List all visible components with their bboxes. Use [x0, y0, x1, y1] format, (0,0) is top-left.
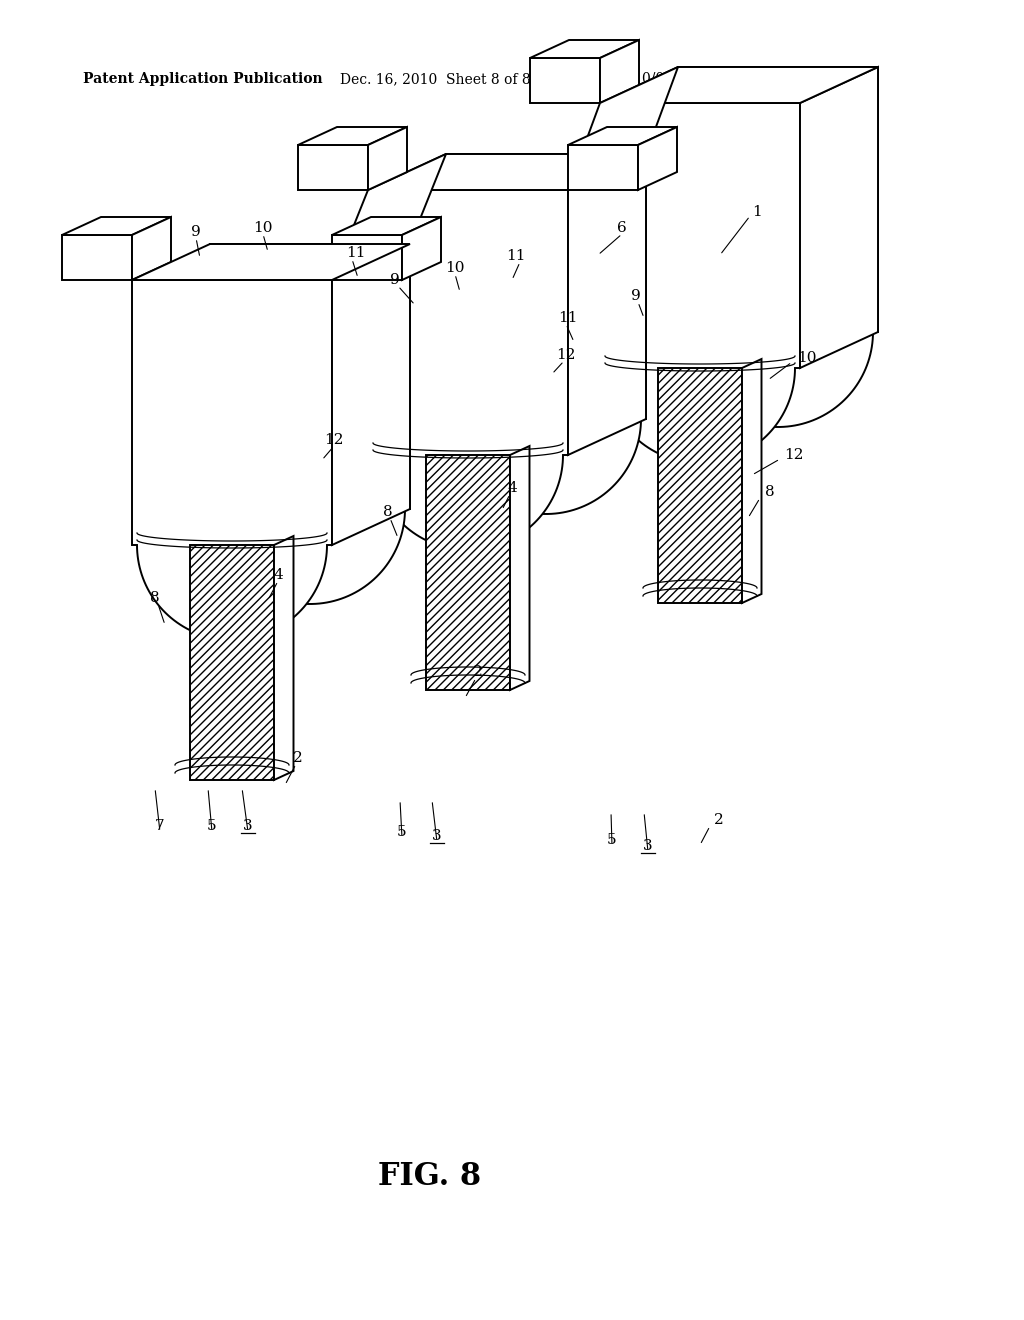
Text: 9: 9 [390, 273, 400, 286]
Polygon shape [530, 40, 639, 58]
Text: 2: 2 [293, 751, 303, 766]
Polygon shape [568, 127, 677, 145]
Polygon shape [298, 127, 407, 145]
Text: 4: 4 [273, 568, 283, 582]
Text: US 2010/0314836 A1: US 2010/0314836 A1 [590, 73, 740, 86]
Text: Patent Application Publication: Patent Application Publication [83, 73, 323, 86]
Polygon shape [568, 145, 638, 190]
Polygon shape [210, 244, 410, 605]
Polygon shape [368, 154, 646, 190]
Text: 10: 10 [797, 351, 816, 366]
Polygon shape [402, 216, 441, 280]
Polygon shape [190, 545, 274, 780]
Text: Dec. 16, 2010  Sheet 8 of 8: Dec. 16, 2010 Sheet 8 of 8 [340, 73, 530, 86]
Text: 7: 7 [156, 818, 165, 833]
Text: 8: 8 [151, 591, 160, 605]
Polygon shape [132, 216, 171, 280]
Polygon shape [332, 216, 441, 235]
Text: 5: 5 [207, 818, 217, 833]
Polygon shape [274, 536, 294, 780]
Text: 5: 5 [397, 825, 407, 840]
Polygon shape [426, 455, 510, 690]
Text: 12: 12 [784, 447, 804, 462]
Polygon shape [332, 235, 402, 280]
Text: 6: 6 [617, 220, 627, 235]
Polygon shape [62, 235, 132, 280]
Polygon shape [298, 145, 368, 190]
Polygon shape [678, 67, 878, 426]
Text: 1: 1 [752, 205, 762, 219]
Text: 3: 3 [643, 840, 653, 853]
Polygon shape [368, 190, 568, 550]
Text: 10: 10 [253, 220, 272, 235]
Text: 2: 2 [473, 665, 483, 678]
Text: 12: 12 [325, 433, 344, 447]
Polygon shape [132, 280, 332, 640]
Polygon shape [568, 67, 678, 190]
Polygon shape [446, 154, 646, 513]
Polygon shape [510, 446, 529, 690]
Polygon shape [530, 58, 600, 103]
Text: 9: 9 [191, 224, 201, 239]
Text: 12: 12 [556, 348, 575, 362]
Text: 11: 11 [507, 249, 526, 263]
Polygon shape [332, 154, 446, 280]
Text: 2: 2 [714, 813, 724, 828]
Polygon shape [600, 40, 639, 103]
Polygon shape [132, 244, 410, 280]
Polygon shape [368, 127, 407, 190]
Polygon shape [332, 244, 410, 545]
Polygon shape [800, 67, 878, 368]
Text: 11: 11 [558, 312, 578, 325]
Text: 10: 10 [445, 261, 465, 275]
Polygon shape [658, 368, 742, 603]
Text: 3: 3 [432, 829, 441, 843]
Text: 3: 3 [243, 818, 253, 833]
Text: 11: 11 [346, 246, 366, 260]
Polygon shape [600, 67, 878, 103]
Polygon shape [568, 154, 646, 455]
Polygon shape [638, 127, 677, 190]
Polygon shape [62, 216, 171, 235]
Polygon shape [742, 359, 762, 603]
Text: 4: 4 [507, 480, 517, 495]
Polygon shape [600, 103, 800, 463]
Text: 5: 5 [607, 833, 616, 847]
Text: 8: 8 [383, 506, 393, 519]
Text: FIG. 8: FIG. 8 [379, 1162, 481, 1192]
Text: 8: 8 [765, 484, 774, 499]
Text: 9: 9 [631, 289, 641, 304]
